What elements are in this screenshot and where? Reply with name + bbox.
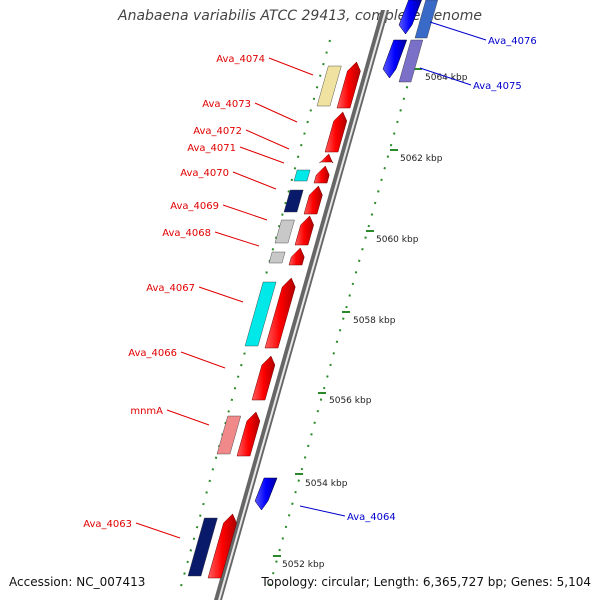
kbp-tick-label: 5058 kbp — [353, 316, 396, 326]
gene-arrow-forward[interactable] — [319, 153, 334, 164]
homolog-block — [398, 39, 424, 83]
gene-arrow-forward[interactable] — [313, 165, 330, 184]
gene-arrow-forward[interactable] — [236, 411, 261, 457]
kbp-tick-label: 5062 kbp — [400, 154, 443, 164]
gene-label-pointer — [419, 67, 472, 86]
homolog-block — [274, 219, 295, 244]
gene-label-pointer — [198, 286, 244, 303]
gene-arrow-forward[interactable] — [288, 247, 305, 266]
gene-label-forward[interactable]: Ava_4069 — [170, 201, 219, 212]
gene-label-pointer — [245, 129, 290, 150]
gene-label-forward[interactable]: Ava_4074 — [216, 54, 265, 65]
kbp-tick-label: 5054 kbp — [305, 479, 348, 489]
homolog-block — [316, 65, 342, 107]
gene-label-pointer — [222, 204, 268, 221]
gene-label-reverse[interactable]: Ava_4064 — [347, 512, 396, 523]
accession-text: Accession: NC_007413 — [9, 575, 146, 589]
gene-label-forward[interactable]: mnmA — [130, 406, 163, 417]
topology-text: Topology: circular; Length: 6,365,727 bp… — [261, 575, 591, 589]
gene-label-reverse[interactable]: Ava_4076 — [488, 36, 537, 47]
gene-label-pointer — [429, 21, 487, 41]
kbp-tick-label: 5060 kbp — [376, 235, 419, 245]
gene-arrow-forward[interactable] — [207, 513, 237, 579]
homolog-block — [283, 189, 304, 213]
gene-label-pointer — [166, 409, 210, 426]
gene-label-forward[interactable]: Ava_4070 — [180, 168, 229, 179]
kbp-tick-label: 5064 kbp — [425, 73, 468, 83]
homolog-block — [414, 0, 438, 39]
gene-label-forward[interactable]: Ava_4067 — [146, 283, 195, 294]
gene-label-forward[interactable]: Ava_4068 — [162, 228, 211, 239]
genome-title: Anabaena variabilis ATCC 29413, complete… — [118, 8, 482, 24]
gene-arrow-forward[interactable] — [324, 111, 348, 153]
kbp-tick-label: 5052 kbp — [282, 560, 325, 570]
gene-label-forward[interactable]: Ava_4073 — [202, 99, 251, 110]
homolog-block — [187, 517, 218, 577]
homolog-block — [216, 415, 242, 455]
kbp-tick-label: 5056 kbp — [329, 396, 372, 406]
gene-arrow-forward[interactable] — [251, 355, 276, 401]
gene-label-pointer — [254, 102, 298, 123]
gene-label-forward[interactable]: Ava_4071 — [187, 143, 236, 154]
gene-label-pointer — [135, 522, 181, 539]
gene-label-pointer — [180, 351, 226, 369]
gene-arrow-forward[interactable] — [303, 185, 323, 215]
gene-label-pointer — [232, 171, 277, 190]
gene-arrow-forward[interactable] — [264, 277, 296, 349]
gene-label-reverse[interactable]: Ava_4075 — [473, 81, 522, 92]
gene-label-pointer — [214, 231, 260, 247]
chromosome-backbone-highlight — [218, 9, 387, 600]
homolog-block — [244, 281, 277, 347]
gene-label-pointer — [239, 146, 285, 164]
gene-label-pointer — [268, 57, 314, 76]
gene-arrow-forward[interactable] — [336, 61, 361, 109]
gene-label-forward[interactable]: Ava_4063 — [83, 519, 132, 530]
gene-arrow-reverse[interactable] — [398, 0, 422, 35]
homolog-block — [293, 169, 311, 182]
gene-label-pointer — [299, 505, 346, 517]
gene-label-forward[interactable]: Ava_4072 — [193, 126, 242, 137]
homolog-block — [268, 251, 286, 264]
gene-arrow-reverse[interactable] — [254, 477, 278, 511]
gene-arrow-reverse[interactable] — [382, 39, 408, 79]
gene-arrow-forward[interactable] — [294, 215, 314, 246]
gene-label-forward[interactable]: Ava_4066 — [128, 348, 177, 359]
